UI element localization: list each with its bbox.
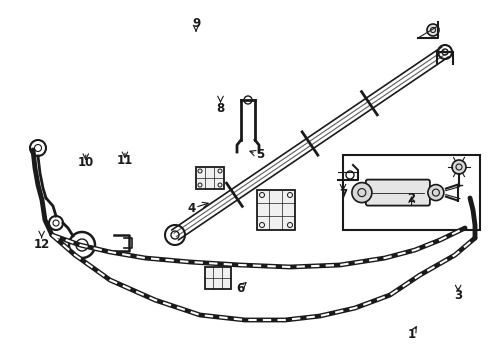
Circle shape (49, 216, 63, 230)
Text: 7: 7 (339, 188, 347, 201)
Circle shape (165, 225, 185, 245)
Circle shape (438, 45, 452, 59)
Text: 1: 1 (408, 328, 416, 341)
Circle shape (244, 96, 252, 104)
FancyBboxPatch shape (366, 180, 430, 206)
Text: 9: 9 (192, 17, 200, 30)
Circle shape (428, 185, 444, 201)
Text: 10: 10 (77, 156, 94, 168)
Bar (196, 167, 224, 189)
Text: 2: 2 (408, 192, 416, 204)
Circle shape (427, 24, 439, 36)
Text: 12: 12 (33, 238, 50, 251)
Bar (205, 267, 231, 289)
Circle shape (69, 232, 95, 258)
Text: 11: 11 (117, 154, 133, 167)
Circle shape (452, 160, 466, 174)
Text: 6: 6 (236, 282, 244, 294)
Text: 5: 5 (256, 148, 264, 161)
Text: 8: 8 (217, 102, 224, 114)
Text: 4: 4 (187, 202, 195, 215)
Circle shape (352, 183, 372, 203)
Bar (257, 190, 295, 230)
Circle shape (30, 140, 46, 156)
Text: 3: 3 (454, 289, 462, 302)
Bar (343, 155, 480, 230)
